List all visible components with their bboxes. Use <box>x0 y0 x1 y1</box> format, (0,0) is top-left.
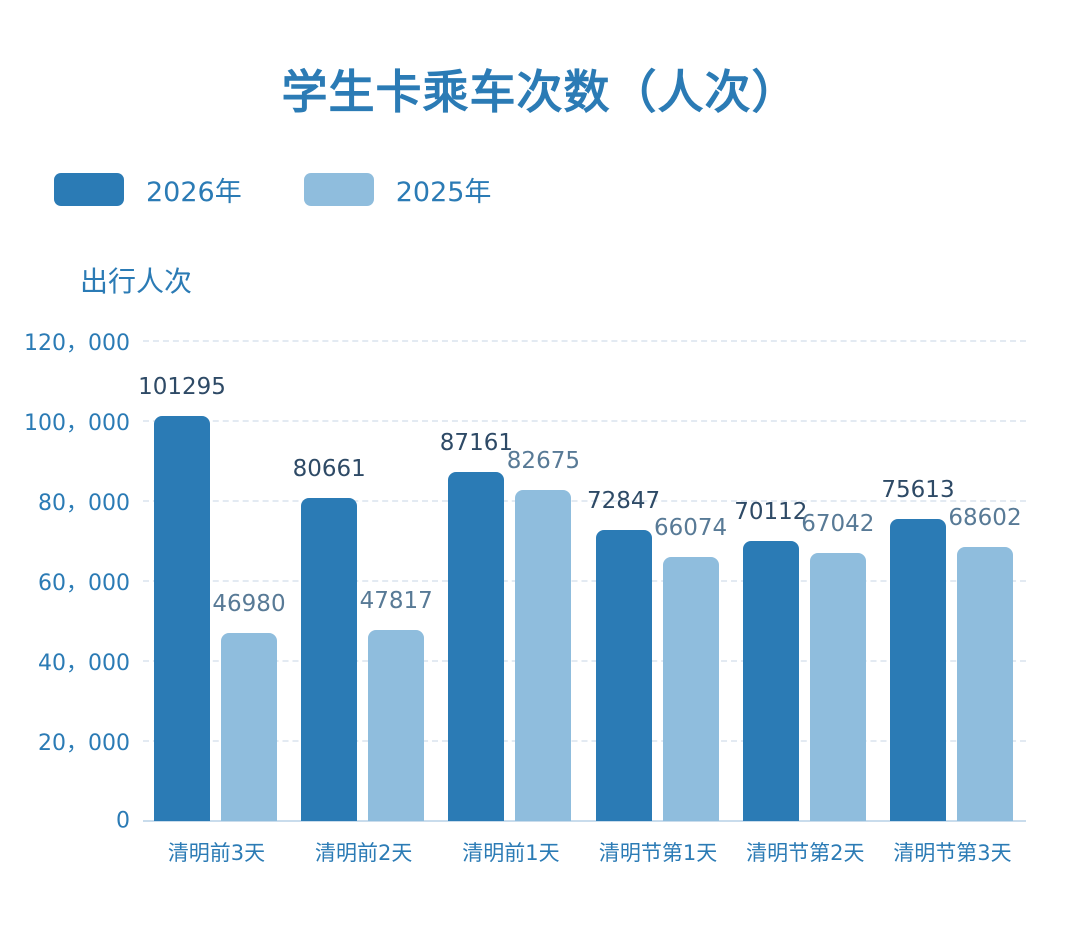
gridline <box>143 420 1026 422</box>
value-label: 46980 <box>212 591 286 618</box>
value-label: 101295 <box>138 373 226 400</box>
x-tick-label: 清明节第3天 <box>893 841 1012 865</box>
value-label: 80661 <box>292 456 366 483</box>
y-tick-label: 60，000 <box>38 571 130 596</box>
bar-s2025-2[interactable] <box>515 490 572 821</box>
gridline <box>143 500 1026 502</box>
y-axis-title: 出行人次 <box>80 265 193 298</box>
value-label: 67042 <box>801 510 875 537</box>
gridline <box>143 660 1026 662</box>
value-label: 75613 <box>881 476 955 503</box>
x-tick-label: 清明前1天 <box>462 841 560 865</box>
legend-label-2025: 2025年 <box>395 177 492 208</box>
bar-s2026-4[interactable] <box>742 540 799 821</box>
chart-title: 学生卡乘车次数（人次） <box>281 65 799 119</box>
x-tick-label: 清明节第1天 <box>598 841 718 865</box>
value-label: 87161 <box>439 430 513 457</box>
bar-s2026-1[interactable] <box>301 498 358 821</box>
gridline <box>143 340 1026 342</box>
gridline <box>143 580 1026 582</box>
bar-s2025-4[interactable] <box>809 552 866 821</box>
legend: 2026年 2025年 <box>54 170 553 209</box>
x-tick-label: 清明节第2天 <box>746 841 865 865</box>
legend-swatch-2026 <box>54 173 124 206</box>
value-label: 47817 <box>359 587 433 614</box>
legend-item-2026[interactable]: 2026年 <box>54 170 242 209</box>
y-tick-label: 80，000 <box>38 491 130 516</box>
value-label: 66074 <box>654 514 728 541</box>
bar-s2026-3[interactable] <box>595 529 652 821</box>
x-axis-line <box>143 820 1026 822</box>
y-tick-label: 120，000 <box>24 331 130 356</box>
bar-s2025-5[interactable] <box>957 546 1013 821</box>
y-tick-label: 100，000 <box>24 411 130 436</box>
bar-s2026-0[interactable] <box>154 415 210 821</box>
x-tick-label: 清明前3天 <box>167 841 266 865</box>
bar-s2026-5[interactable] <box>890 518 946 821</box>
legend-label-2026: 2026年 <box>146 177 242 208</box>
bar-s2026-2[interactable] <box>448 472 505 821</box>
legend-item-2025[interactable]: 2025年 <box>303 170 492 209</box>
bar-s2025-1[interactable] <box>368 629 425 821</box>
y-tick-label: 40，000 <box>38 651 130 676</box>
value-label: 72847 <box>587 487 661 514</box>
y-tick-label: 0 <box>116 808 130 834</box>
y-tick-label: 20，000 <box>38 731 130 756</box>
legend-swatch-2025 <box>303 173 374 206</box>
value-label: 82675 <box>506 448 580 475</box>
value-label: 70112 <box>734 498 808 525</box>
x-tick-label: 清明前2天 <box>315 841 413 865</box>
gridline <box>143 740 1026 742</box>
bar-s2025-3[interactable] <box>662 556 719 821</box>
bar-s2025-0[interactable] <box>221 633 277 821</box>
value-label: 68602 <box>948 504 1022 531</box>
